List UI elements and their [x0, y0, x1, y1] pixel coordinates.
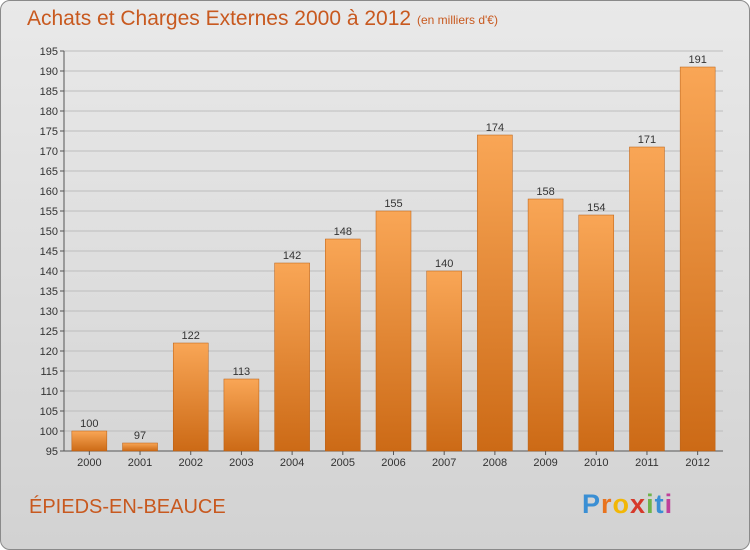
value-label: 148	[334, 226, 352, 238]
x-tick-label: 2011	[635, 457, 659, 469]
value-label: 113	[233, 366, 251, 378]
value-label: 122	[182, 330, 200, 342]
y-tick-label: 150	[40, 226, 58, 238]
y-tick-label: 195	[40, 46, 58, 58]
y-tick-label: 185	[40, 86, 58, 98]
bar-2009	[527, 198, 564, 452]
y-tick-label: 145	[40, 246, 58, 258]
value-label: 174	[486, 122, 504, 134]
bar-2006	[375, 210, 412, 452]
x-tick-label: 2008	[483, 457, 507, 469]
y-tick-label: 100	[40, 426, 58, 438]
value-label: 142	[283, 250, 301, 262]
logo-letter: P	[582, 489, 602, 519]
x-tick-label: 2012	[685, 457, 709, 469]
value-label: 171	[638, 134, 656, 146]
y-tick-label: 130	[40, 306, 58, 318]
bar-layer	[71, 66, 716, 452]
y-tick-label: 120	[40, 346, 58, 358]
logo-letter: t	[654, 489, 665, 519]
value-label: 191	[688, 54, 706, 66]
axis-layer: 95 100 105 110 115 120 125 130 135 140 145 150 155 16…	[40, 46, 723, 469]
x-tick-label: 2005	[331, 457, 355, 469]
bar-2011	[629, 146, 665, 452]
y-tick-label: 125	[40, 326, 58, 338]
logo-letter: x	[630, 489, 647, 519]
bar-2007	[426, 270, 462, 452]
y-tick-label: 105	[40, 406, 58, 418]
label-layer: 100 97 122 113 142 148 155 140 174 158 154 171 191	[80, 54, 707, 442]
y-tick-label: 95	[46, 446, 58, 458]
proxiti-logo[interactable]: Proxiti	[582, 489, 673, 520]
y-tick-label: 170	[40, 146, 58, 158]
commune-name: ÉPIEDS-EN-BEAUCE	[29, 496, 226, 518]
bar-2008	[477, 134, 513, 452]
chart-title: Achats et Charges Externes 2000 à 2012	[27, 7, 412, 30]
y-tick-label: 155	[40, 206, 58, 218]
bar-2001	[122, 442, 158, 452]
y-tick-label: 165	[40, 166, 58, 178]
x-tick-label: 2009	[533, 457, 557, 469]
y-tick-label: 160	[40, 186, 58, 198]
y-tick-label: 140	[40, 266, 58, 278]
x-tick-label: 2010	[584, 457, 608, 469]
value-label: 100	[80, 418, 98, 430]
y-tick-label: 115	[40, 366, 58, 378]
bar-2002	[172, 342, 209, 452]
bar-2010	[578, 214, 615, 452]
value-label: 154	[587, 202, 605, 214]
x-tick-label: 2001	[128, 457, 152, 469]
x-tick-label: 2000	[77, 457, 101, 469]
y-tick-label: 175	[40, 126, 58, 138]
bar-2005	[325, 238, 361, 452]
bar-2003	[223, 378, 260, 452]
y-tick-label: 190	[40, 66, 58, 78]
value-label: 97	[134, 430, 146, 442]
chart-subtitle: (en milliers d'€)	[417, 13, 498, 27]
x-tick-label: 2007	[432, 457, 456, 469]
y-tick-label: 180	[40, 106, 58, 118]
value-label: 140	[435, 258, 453, 270]
x-tick-label: 2006	[381, 457, 405, 469]
y-tick-label: 135	[40, 286, 58, 298]
x-tick-label: 2003	[229, 457, 253, 469]
logo-letter: o	[612, 489, 631, 519]
logo-letter: i	[646, 489, 655, 519]
x-tick-label: 2002	[178, 457, 202, 469]
value-label: 158	[536, 186, 554, 198]
bar-2000	[71, 430, 108, 452]
bar-2004	[274, 262, 310, 452]
logo-letter: i	[664, 489, 674, 519]
x-tick-label: 2004	[280, 457, 304, 469]
y-tick-label: 110	[40, 386, 58, 398]
value-label: 155	[384, 198, 402, 210]
logo-letter: r	[601, 489, 613, 519]
bar-2012	[679, 66, 716, 452]
